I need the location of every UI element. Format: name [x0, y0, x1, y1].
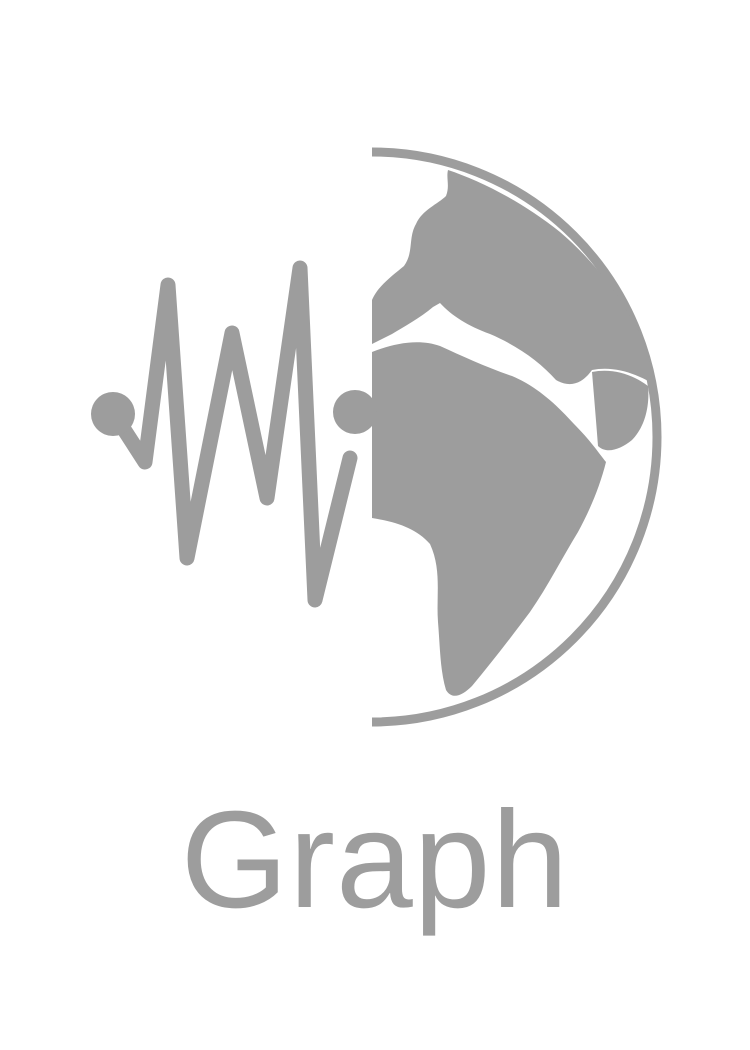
seismograph-wave: [106, 260, 358, 608]
app-logo: [91, 147, 662, 727]
app-title: Graph: [180, 783, 570, 937]
wave-end-dot: [333, 390, 377, 434]
globe-landmass-north: [372, 170, 651, 385]
globe-outline: [371, 147, 662, 727]
globe-landmass-africa: [372, 342, 606, 696]
wave-start-dot: [91, 392, 135, 436]
globe-landmass-east: [592, 370, 649, 451]
seismograph-globe-icon: [91, 147, 662, 727]
